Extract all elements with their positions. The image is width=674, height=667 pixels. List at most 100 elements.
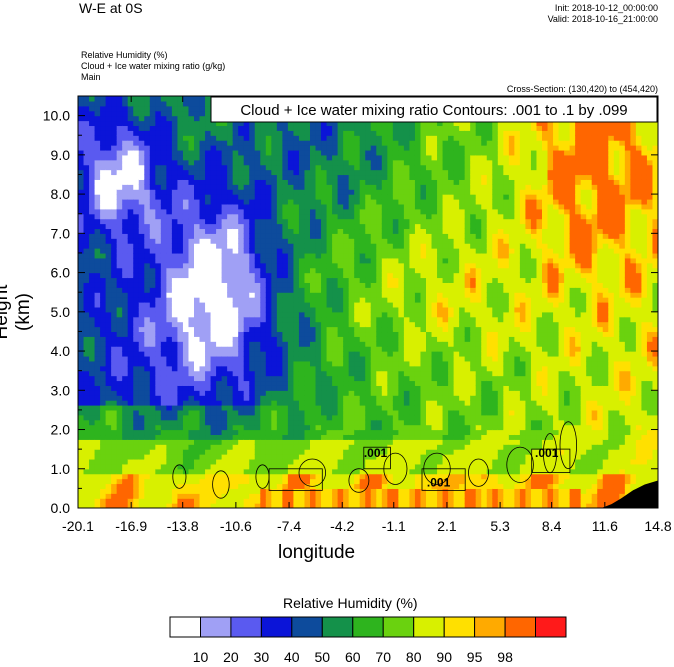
rh-cell: [287, 414, 295, 421]
rh-cell: [238, 267, 245, 274]
rh-cell: [298, 189, 306, 195]
rh-cell: [387, 262, 394, 269]
rh-cell: [260, 149, 267, 156]
rh-cell: [387, 248, 394, 254]
rh-cell: [149, 473, 156, 480]
rh-cell: [221, 159, 228, 166]
rh-cell: [293, 154, 300, 161]
rh-cell: [160, 336, 167, 342]
rh-cell: [182, 297, 190, 303]
rh-cell: [221, 203, 228, 210]
rh-cell: [177, 252, 184, 259]
rh-cell: [354, 277, 361, 283]
rh-cell: [177, 400, 184, 406]
rh-cell: [155, 233, 162, 239]
rh-cell: [392, 351, 399, 357]
rh-cell: [321, 194, 328, 200]
rh-cell: [194, 105, 201, 112]
rh-cell: [188, 473, 195, 480]
rh-cell: [365, 478, 372, 485]
rh-cell: [249, 395, 256, 401]
rh-cell: [238, 473, 245, 480]
rh-cell: [100, 351, 107, 357]
rh-cell: [205, 488, 212, 494]
rh-cell: [348, 375, 355, 382]
rh-cell: [332, 473, 339, 480]
rh-cell: [116, 277, 123, 283]
rh-cell: [166, 277, 173, 283]
rh-cell: [298, 194, 306, 200]
rh-cell: [343, 292, 350, 298]
rh-cell: [205, 336, 212, 342]
rh-cell: [160, 503, 167, 508]
rh-cell: [276, 429, 283, 436]
rh-cell: [171, 262, 179, 269]
rh-cell: [116, 390, 123, 396]
rh-cell: [182, 355, 190, 362]
rh-cell: [359, 419, 366, 426]
rh-cell: [315, 493, 322, 499]
rh-cell: [243, 463, 250, 470]
rh-cell: [127, 228, 134, 234]
rh-cell: [310, 277, 317, 283]
rh-cell: [100, 429, 107, 436]
rh-cell: [160, 100, 167, 107]
rh-cell: [116, 145, 123, 151]
rh-cell: [403, 390, 411, 396]
rh-cell: [337, 277, 344, 283]
rh-cell: [194, 243, 201, 249]
rh-cell: [227, 409, 234, 416]
rh-cell: [182, 164, 190, 171]
rh-cell: [298, 292, 306, 298]
rh-cell: [298, 444, 306, 450]
rh-cell: [166, 120, 173, 127]
rh-cell: [182, 243, 190, 249]
rh-cell: [138, 174, 145, 180]
rh-cell: [149, 346, 156, 352]
rh-cell: [337, 346, 344, 352]
rh-cell: [243, 341, 250, 347]
rh-cell: [78, 424, 85, 431]
rh-cell: [254, 405, 261, 411]
rh-cell: [160, 282, 167, 288]
rh-cell: [254, 179, 261, 185]
rh-cell: [304, 154, 311, 161]
rh-cell: [210, 213, 217, 220]
rh-cell: [398, 458, 405, 465]
rh-cell: [271, 449, 278, 455]
rh-cell: [194, 434, 201, 440]
rh-cell: [392, 120, 399, 127]
rh-cell: [216, 483, 223, 489]
rh-cell: [188, 468, 195, 475]
rh-cell: [315, 199, 322, 205]
rh-cell: [310, 351, 317, 357]
rh-cell: [403, 365, 411, 372]
rh-cell: [78, 483, 85, 489]
rh-cell: [243, 302, 250, 308]
rh-cell: [122, 385, 129, 391]
rh-cell: [155, 120, 162, 127]
rh-cell: [359, 149, 366, 156]
rh-cell: [177, 405, 184, 411]
rh-cell: [94, 405, 101, 411]
rh-cell: [122, 341, 129, 347]
rh-cell: [249, 252, 256, 259]
rh-cell: [381, 287, 388, 293]
rh-cell: [177, 385, 184, 391]
rh-cell: [78, 228, 85, 234]
rh-cell: [321, 395, 328, 401]
rh-cell: [166, 208, 173, 215]
rh-cell: [160, 115, 167, 122]
rh-cell: [149, 365, 156, 372]
rh-cell: [188, 233, 195, 239]
rh-cell: [398, 174, 405, 180]
rh-cell: [403, 370, 411, 377]
rh-cell: [210, 120, 217, 127]
rh-cell: [182, 262, 190, 269]
rh-cell: [155, 414, 162, 421]
rh-cell: [343, 243, 350, 249]
rh-cell: [171, 277, 179, 283]
rh-cell: [287, 351, 295, 357]
rh-cell: [188, 400, 195, 406]
rh-cell: [105, 252, 112, 259]
